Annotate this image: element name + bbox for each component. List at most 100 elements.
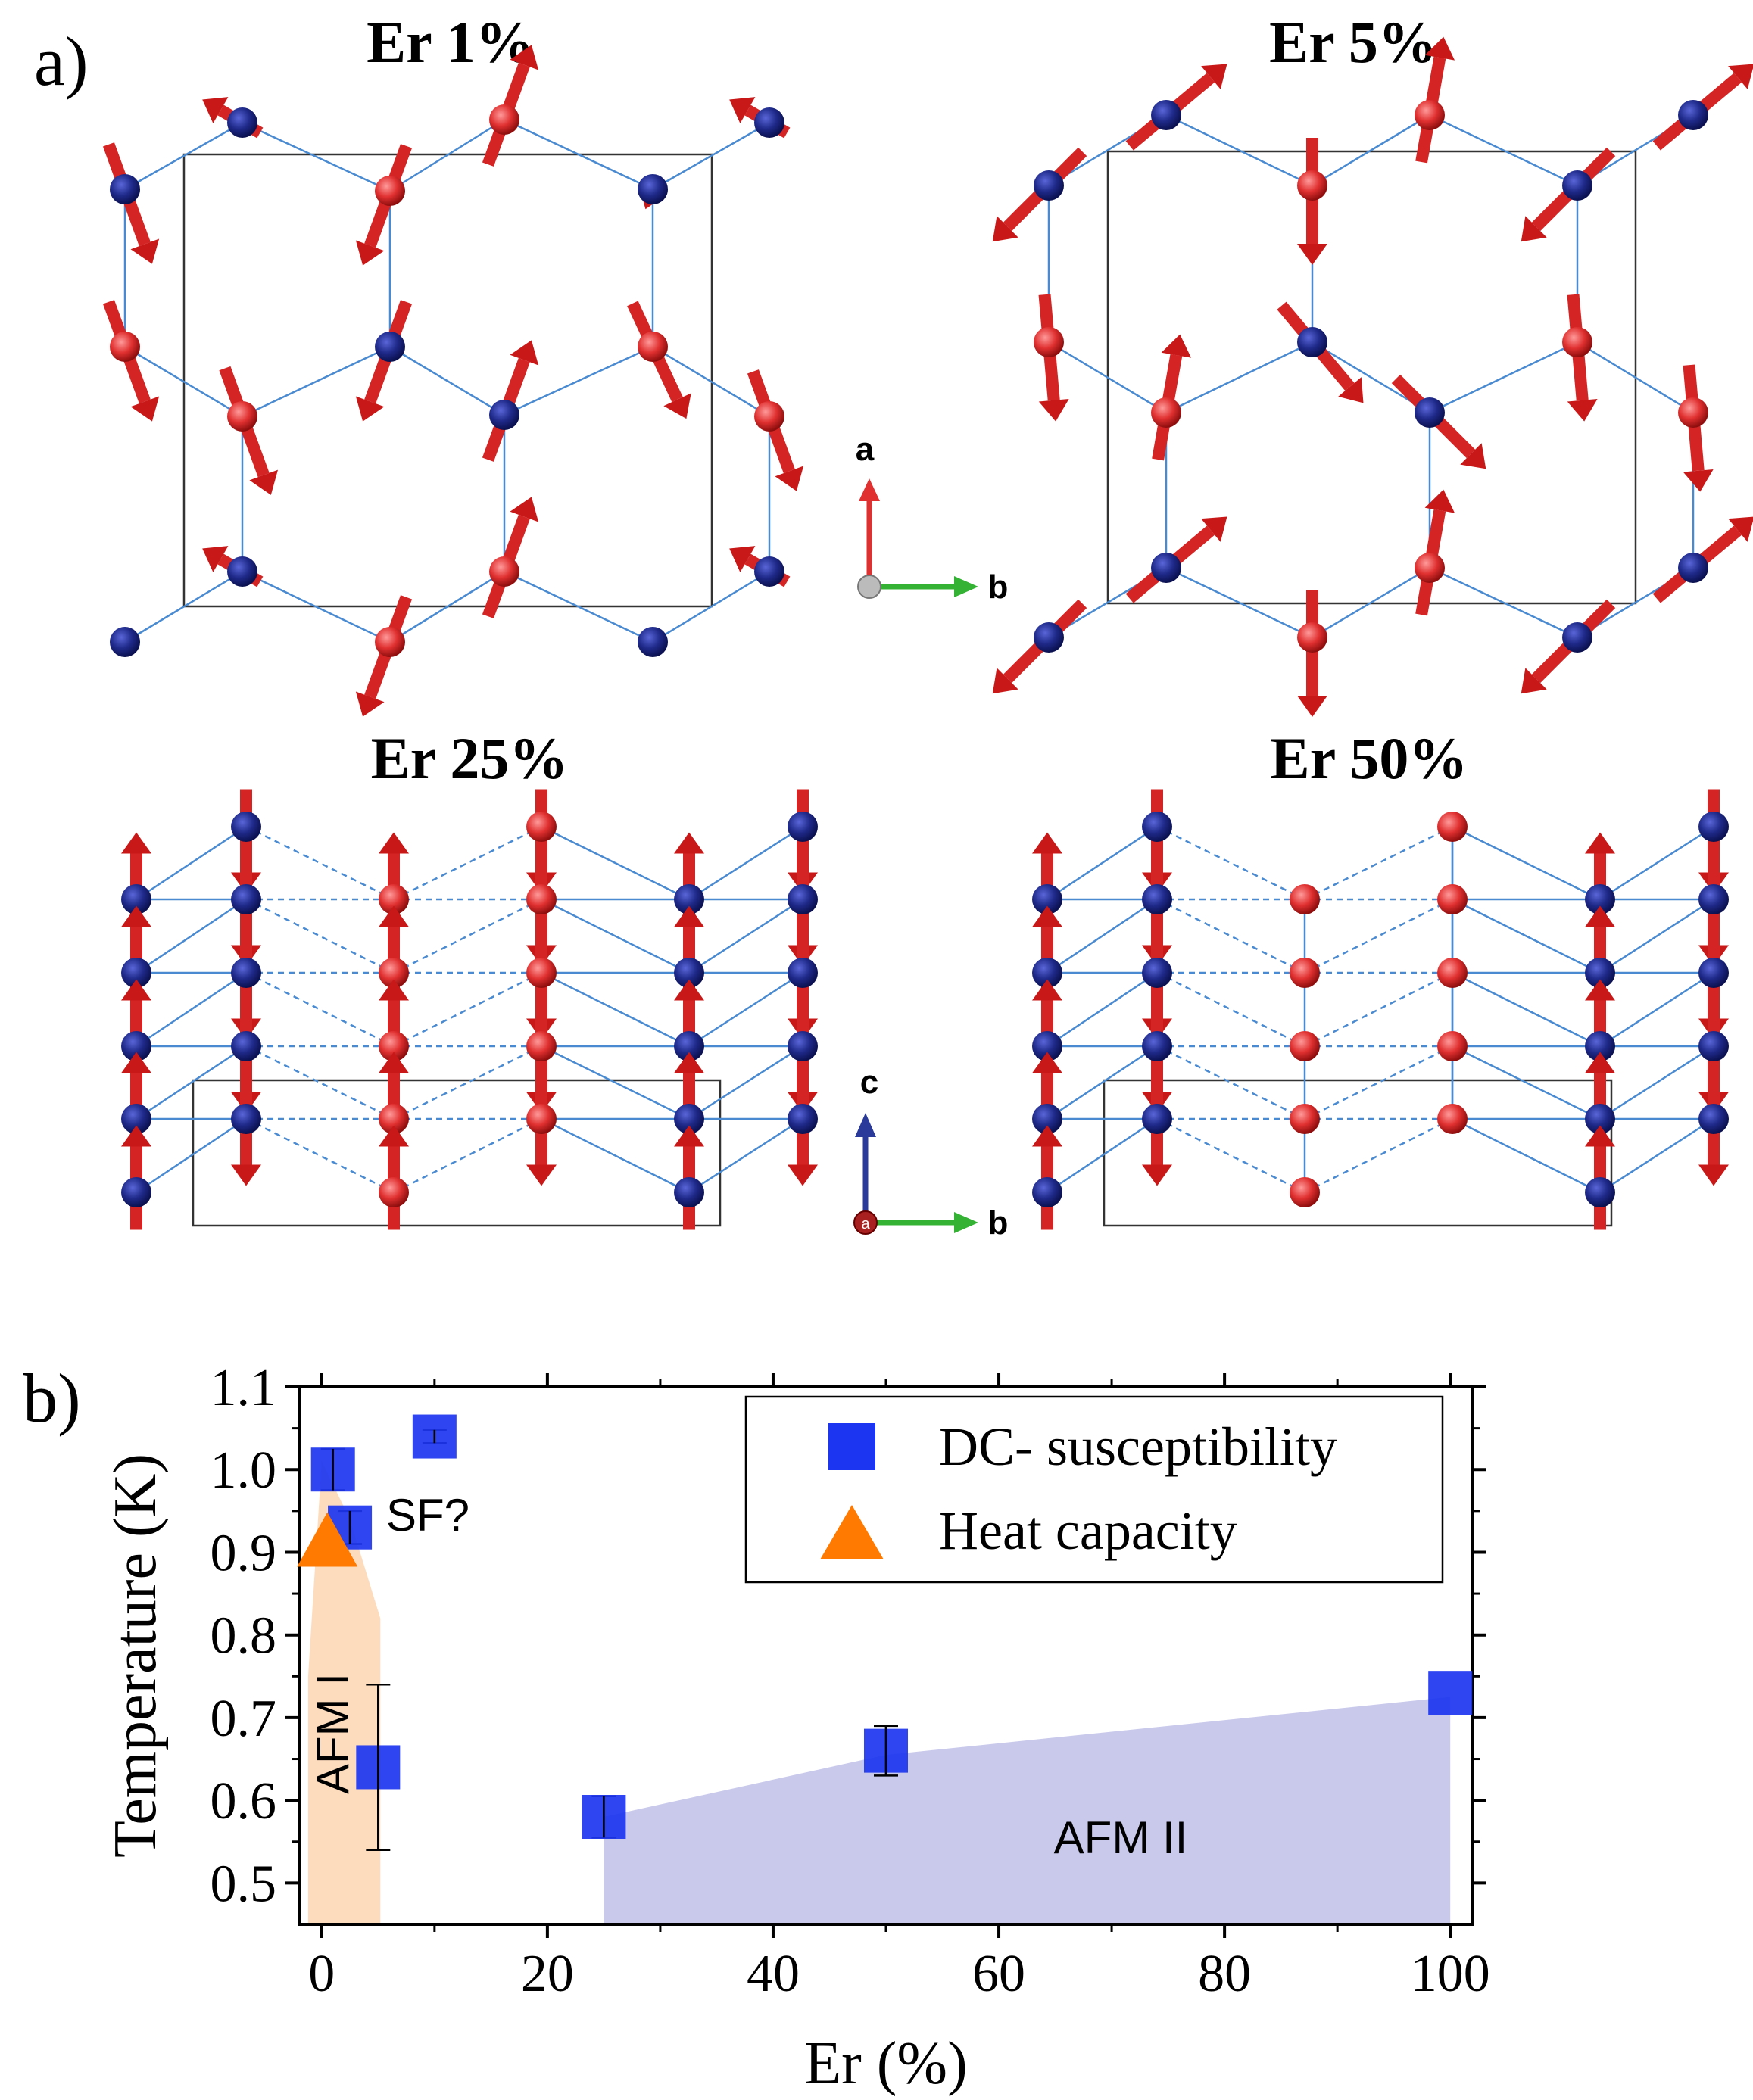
bond-line xyxy=(541,1045,690,1120)
bond-line xyxy=(1599,825,1714,901)
bond-line xyxy=(1156,1045,1305,1120)
blue-atom xyxy=(788,884,818,914)
red-atom xyxy=(526,1104,557,1134)
blue-atom xyxy=(1678,100,1708,130)
blue-atom xyxy=(788,812,818,842)
spin-arrowhead xyxy=(1728,64,1753,89)
red-atom xyxy=(1437,958,1468,988)
series-dc-susceptibility xyxy=(310,1414,1473,1851)
structure-er25 xyxy=(121,789,818,1230)
region-afm1 xyxy=(307,1461,381,1924)
bond-line xyxy=(1452,1117,1601,1194)
blue-atom xyxy=(788,958,818,988)
red-atom xyxy=(375,627,405,657)
bond-line xyxy=(393,1117,542,1194)
bond-line xyxy=(242,121,391,192)
spin-arrowhead xyxy=(674,832,704,854)
bond-line xyxy=(1577,341,1694,414)
blue-atom xyxy=(110,627,140,657)
blue-atom xyxy=(227,107,257,138)
bond-line xyxy=(1165,114,1313,187)
bond-line xyxy=(1452,898,1601,974)
blue-atom xyxy=(754,107,784,138)
blue-atom xyxy=(1415,397,1445,428)
panel-b: b) 0 20 40 60 80 100 0.5 0.6 0.7 0.8 0.9 1.0 1.1 Er (… xyxy=(23,1359,1490,2097)
bond-line xyxy=(136,898,247,974)
bond-line xyxy=(688,898,803,974)
bond-line xyxy=(1312,566,1430,639)
spin-arrowhead xyxy=(1683,469,1714,492)
legend-label-dc: DC- susceptibility xyxy=(939,1416,1337,1477)
bond-line xyxy=(1304,1117,1453,1194)
spin-arrowhead xyxy=(510,340,539,366)
blue-atom xyxy=(674,1104,704,1134)
axis-origin-sphere-bottom xyxy=(853,1210,878,1235)
red-atom xyxy=(1415,553,1445,583)
unit-cell-box xyxy=(1103,1079,1613,1227)
bond-line xyxy=(652,345,770,418)
axis-label-a: a xyxy=(856,431,875,468)
spin-arrowhead xyxy=(1142,1164,1172,1186)
x-tick-label: 20 xyxy=(521,1945,574,2003)
bond-line xyxy=(242,345,391,418)
red-atom xyxy=(1151,397,1181,428)
spin-arrowhead xyxy=(202,97,229,123)
legend: DC- susceptibility Heat capacity xyxy=(744,1395,1444,1584)
series-heat-capacity xyxy=(297,1512,358,1567)
unit-cell-box xyxy=(192,1079,722,1227)
blue-atom xyxy=(121,958,151,988)
blue-atom xyxy=(1297,327,1327,357)
red-atom xyxy=(1297,622,1327,653)
spin-arrowhead xyxy=(379,905,409,927)
spin-arrowhead xyxy=(121,979,151,1001)
blue-atom xyxy=(1562,622,1592,653)
blue-atom xyxy=(227,556,257,587)
blue-atom xyxy=(674,1031,704,1061)
bond-line xyxy=(1046,898,1158,974)
structure-er1 xyxy=(102,45,804,717)
spin-arrowhead xyxy=(1297,244,1327,265)
panel-title-er50: Er 50% xyxy=(1271,725,1468,791)
spin-arrowhead xyxy=(1032,1052,1062,1073)
spin-arrowhead xyxy=(1032,832,1062,854)
panel-a: a) Er 1% Er 5% Er 25% Er 50% a b a c b xyxy=(34,9,1753,1242)
y-axis-label: Temperature (K) xyxy=(102,1453,169,1858)
blue-atom xyxy=(754,556,784,587)
blue-atom xyxy=(121,1104,151,1134)
bond-line xyxy=(1165,341,1313,414)
blue-atom xyxy=(1151,100,1181,130)
blue-atom xyxy=(1034,622,1064,653)
spin-arrowhead xyxy=(1585,1052,1615,1073)
blue-atom xyxy=(674,958,704,988)
axis-origin-label: a xyxy=(861,1216,870,1232)
bond-line xyxy=(541,898,690,974)
bond-line xyxy=(1304,1045,1453,1120)
blue-atom xyxy=(375,332,405,362)
bond-line xyxy=(1046,1117,1158,1194)
blue-atom xyxy=(1585,1031,1615,1061)
region-label-afm2: AFM II xyxy=(1054,1812,1188,1863)
blue-atom xyxy=(1142,1104,1172,1134)
spin-arrowhead xyxy=(121,1052,151,1073)
crystal-structures xyxy=(102,36,1753,1230)
region-label-afm1: AFM I xyxy=(307,1673,358,1794)
red-atom xyxy=(227,401,257,432)
spin-arrowhead xyxy=(1161,334,1192,358)
spin-arrowhead xyxy=(1032,1125,1062,1147)
spin-arrowhead xyxy=(1297,696,1327,717)
bond-line xyxy=(1452,1045,1601,1120)
bond-line xyxy=(393,971,542,1048)
spin-arrowhead xyxy=(249,469,279,495)
bond-line xyxy=(688,1045,803,1120)
spin-arrowhead xyxy=(1728,516,1753,542)
spin-arrowhead xyxy=(379,1052,409,1073)
bond-line xyxy=(1156,971,1305,1048)
red-atom xyxy=(489,556,519,587)
blue-atom xyxy=(231,812,261,842)
blue-atom xyxy=(231,1031,261,1061)
blue-atom xyxy=(1142,812,1172,842)
bond-line xyxy=(1312,114,1430,187)
red-atom xyxy=(489,104,519,135)
spin-arrowhead xyxy=(1585,979,1615,1001)
